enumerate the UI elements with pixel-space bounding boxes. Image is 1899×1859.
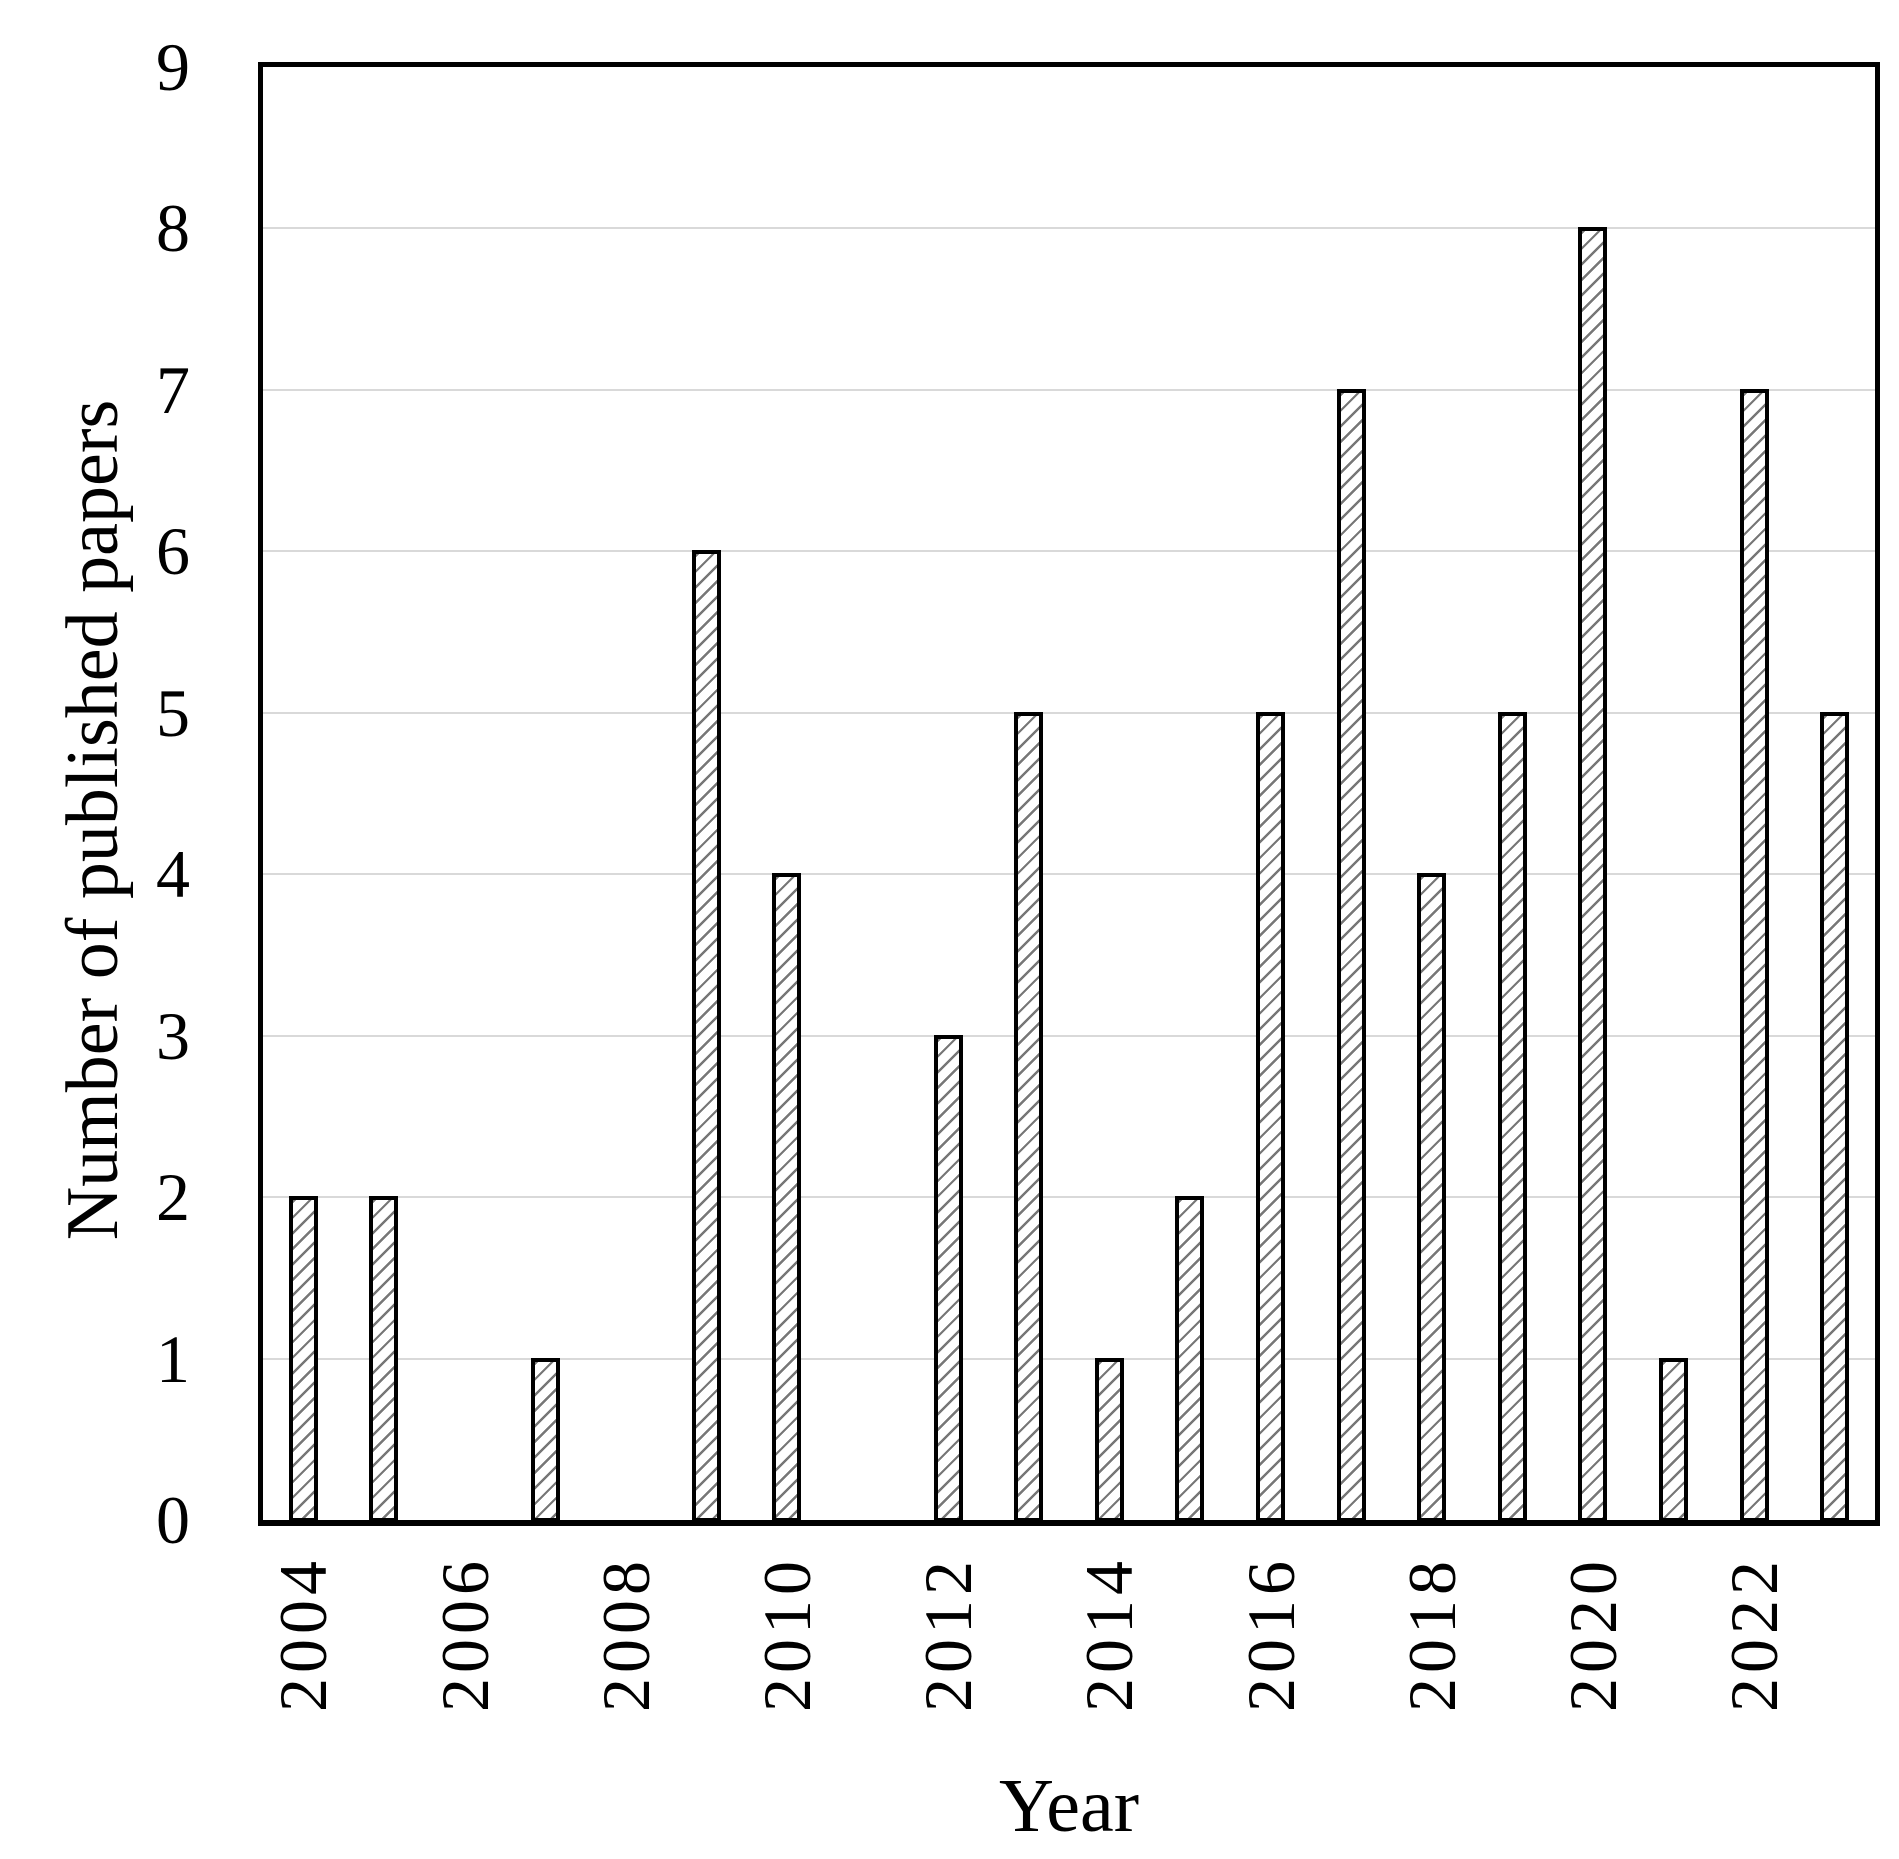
gridline [263,1196,1875,1199]
x-axis-title: Year [998,1764,1140,1848]
bar-2014 [1094,1357,1124,1520]
x-axis-tick-label: 2006 [426,1556,503,1712]
bar-2021 [1659,1357,1688,1520]
y-axis-tick-label: 4 [156,836,190,913]
bar-2013 [1014,711,1044,1520]
bar-2016 [1256,711,1285,1520]
y-axis-title: Number of published papers [52,399,134,1241]
y-axis-tick-label: 7 [156,351,190,428]
gridline [263,1034,1875,1037]
gridline [263,873,1875,876]
bar-2005 [369,1196,399,1520]
bar-2012 [933,1034,963,1520]
y-axis-tick-label: 0 [156,1482,190,1558]
y-axis-tick-label: 2 [156,1159,190,1236]
bar-2019 [1497,711,1527,1520]
x-axis-tick-label: 2020 [1554,1556,1631,1712]
bar-2023 [1820,711,1850,1520]
x-axis-tick-label: 2008 [587,1556,664,1712]
bar-2018 [1417,873,1447,1520]
bar-2022 [1739,388,1769,1520]
y-axis-tick-label: 9 [156,29,190,105]
bar-2009 [691,550,721,1520]
x-axis-tick-label: 2004 [265,1556,342,1712]
y-axis-tick-label: 5 [156,674,190,751]
x-axis-tick-label: 2010 [748,1556,825,1712]
bar-2007 [530,1357,560,1520]
y-axis-tick-label: 1 [156,1320,190,1397]
bar-2010 [772,873,802,1520]
x-axis-tick-label: 2022 [1716,1556,1793,1712]
gridline [263,227,1875,230]
bar-2015 [1175,1196,1205,1520]
gridline [263,711,1875,714]
bar-2017 [1336,388,1366,1520]
bar-2004 [288,1196,318,1520]
y-axis-tick-label: 6 [156,513,190,590]
gridline [263,550,1875,553]
x-axis-tick-label: 2018 [1393,1556,1470,1712]
gridline [263,388,1875,391]
y-axis-tick-label: 3 [156,997,190,1074]
gridline [263,1357,1875,1360]
bar-2020 [1578,227,1608,1520]
plot-area [258,62,1880,1526]
y-axis-tick-label: 8 [156,190,190,267]
